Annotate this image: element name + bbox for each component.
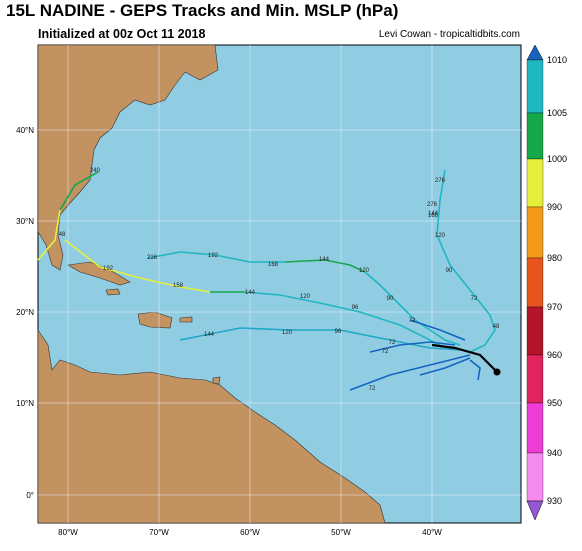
colorbar-segment [526,206,544,259]
track-label: 158 [173,283,184,289]
track-label: 96 [352,305,359,311]
track-label: 144 [204,332,215,338]
lon-label: 40°W [422,528,442,537]
track-label: 48 [493,324,500,330]
track-label: 168 [268,262,279,268]
track-label: 276 [427,202,438,208]
track-label: 90 [387,296,394,302]
track-label: 72 [409,318,416,324]
colorbar-label: 960 [547,350,562,360]
track [364,271,461,346]
track-label: 120 [300,294,311,300]
colorbar-label: 940 [547,448,562,458]
colorbar-label: 970 [547,302,562,312]
track-label: 240 [90,168,101,174]
track-label: 120 [359,268,370,274]
credit: Levi Cowan - tropicaltidbits.com [379,29,520,40]
track [284,259,366,273]
track [349,354,471,391]
track-label: 216 [147,255,158,261]
track-label: 192 [103,266,114,272]
track-label: 72 [382,349,389,355]
lat-label: 10°N [16,399,34,408]
track [59,171,99,211]
colorbar-label: 1005 [547,108,567,118]
colorbar-segment [526,59,544,114]
track-label: 192 [208,253,219,259]
colorbar-segment [526,112,544,160]
track-label: 90 [446,268,453,274]
mean-position [493,368,501,376]
colorbar: 1010 1005 1000 990 980 970 960 950 940 930 [526,44,567,521]
track-label: 72 [389,340,396,346]
colorbar-segment [526,257,544,308]
track [37,209,61,261]
lon-label: 70°W [149,528,169,537]
colorbar-segment [526,452,544,502]
track-label: 72 [471,296,478,302]
track-label: 144 [428,211,439,217]
track-label: 120 [282,330,293,336]
colorbar-label: 1000 [547,154,567,164]
colorbar-label: 990 [547,202,562,212]
track-label: 144 [319,257,330,263]
subtitle: Initialized at 00z Oct 11 2018 [38,27,205,41]
colorbar-label: 950 [547,398,562,408]
lon-label: 80°W [58,528,78,537]
track [147,251,285,263]
track-label: 276 [435,178,446,184]
lat-label: 0° [26,491,34,500]
track [369,341,456,353]
track-label: 120 [435,233,446,239]
track [431,343,498,373]
track-label: 72 [369,386,376,392]
track-label: 96 [335,329,342,335]
colorbar-segment [526,306,544,356]
colorbar-label: 930 [547,496,562,506]
lat-label: 20°N [16,308,34,317]
track [409,319,466,341]
track [179,327,461,351]
colorbar-segment [526,158,544,208]
colorbar-end [526,44,544,61]
title: 15L NADINE - GEPS Tracks and Min. MSLP (… [6,1,398,20]
lon-label: 60°W [240,528,260,537]
track [244,291,441,346]
colorbar-label: 980 [547,253,562,263]
colorbar-label: 1010 [547,55,567,65]
track [419,357,471,376]
lat-label: 40°N [16,126,34,135]
lon-label: 50°W [331,528,351,537]
track [436,169,496,353]
track [64,239,211,293]
colorbar-end [526,500,544,521]
colorbar-segment [526,354,544,404]
land [37,44,386,524]
track-label: 48 [59,232,66,238]
track-label: 144 [245,290,256,296]
colorbar-segment [526,402,544,454]
track [469,359,481,381]
lat-label: 30°N [16,217,34,226]
track-label: 168 [428,213,439,219]
